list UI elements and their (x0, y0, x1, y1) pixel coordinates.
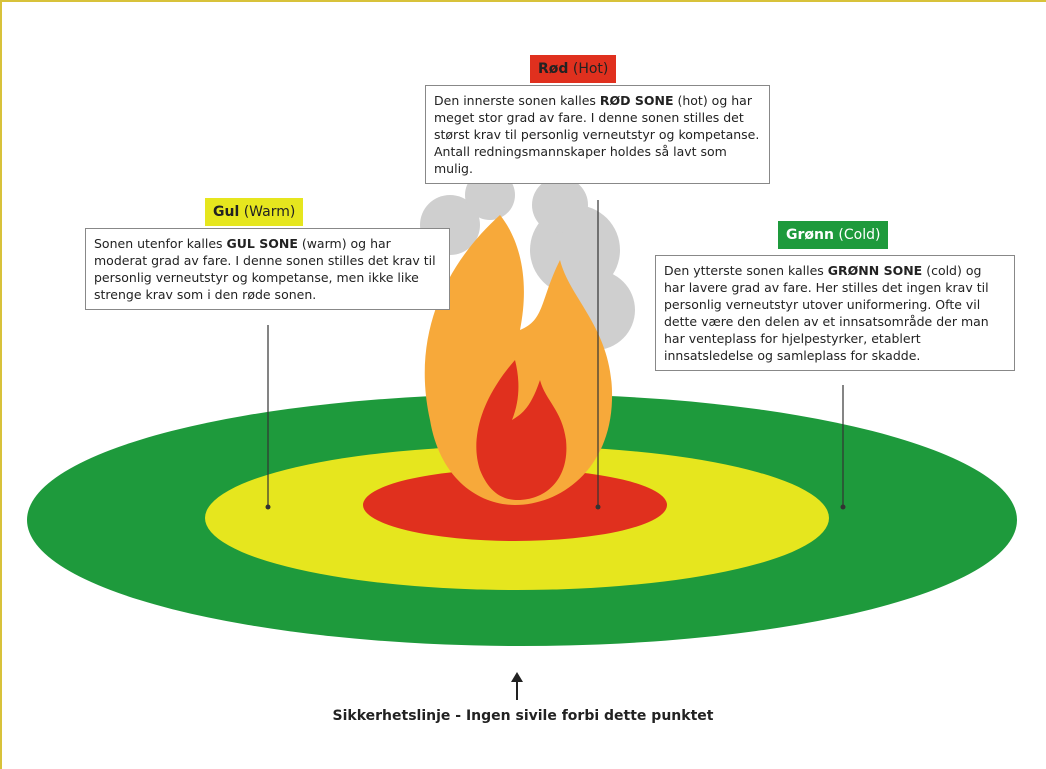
text: (Cold) (838, 227, 880, 243)
text: Grønn (786, 227, 834, 243)
zone-description: Sonen utenfor kalles GUL SONE (warm) og … (85, 228, 450, 310)
text: (cold) og har lavere grad av fare. Her s… (664, 263, 989, 363)
footer-caption: Sikkerhetslinje - Ingen sivile forbi det… (0, 708, 1046, 724)
zone-description: Den innerste sonen kalles RØD SONE (hot)… (425, 85, 770, 184)
text: RØD SONE (600, 93, 674, 108)
text: Sonen utenfor kalles (94, 236, 227, 251)
zone-label: Grønn (Cold) (778, 221, 888, 249)
text: Gul (213, 204, 239, 220)
text: Rød (538, 61, 568, 77)
text: GUL SONE (227, 236, 298, 251)
zone-label: Gul (Warm) (205, 198, 303, 226)
zone-description: Den ytterste sonen kalles GRØNN SONE (co… (655, 255, 1015, 371)
text: Den ytterste sonen kalles (664, 263, 828, 278)
text: GRØNN SONE (828, 263, 922, 278)
text: Den innerste sonen kalles (434, 93, 600, 108)
text: (Warm) (244, 204, 296, 220)
text: (Hot) (573, 61, 609, 77)
zone-label: Rød (Hot) (530, 55, 616, 83)
arrow-head (511, 672, 523, 682)
diagram: Rød (Hot) Den innerste sonen kalles RØD … (0, 0, 1046, 769)
